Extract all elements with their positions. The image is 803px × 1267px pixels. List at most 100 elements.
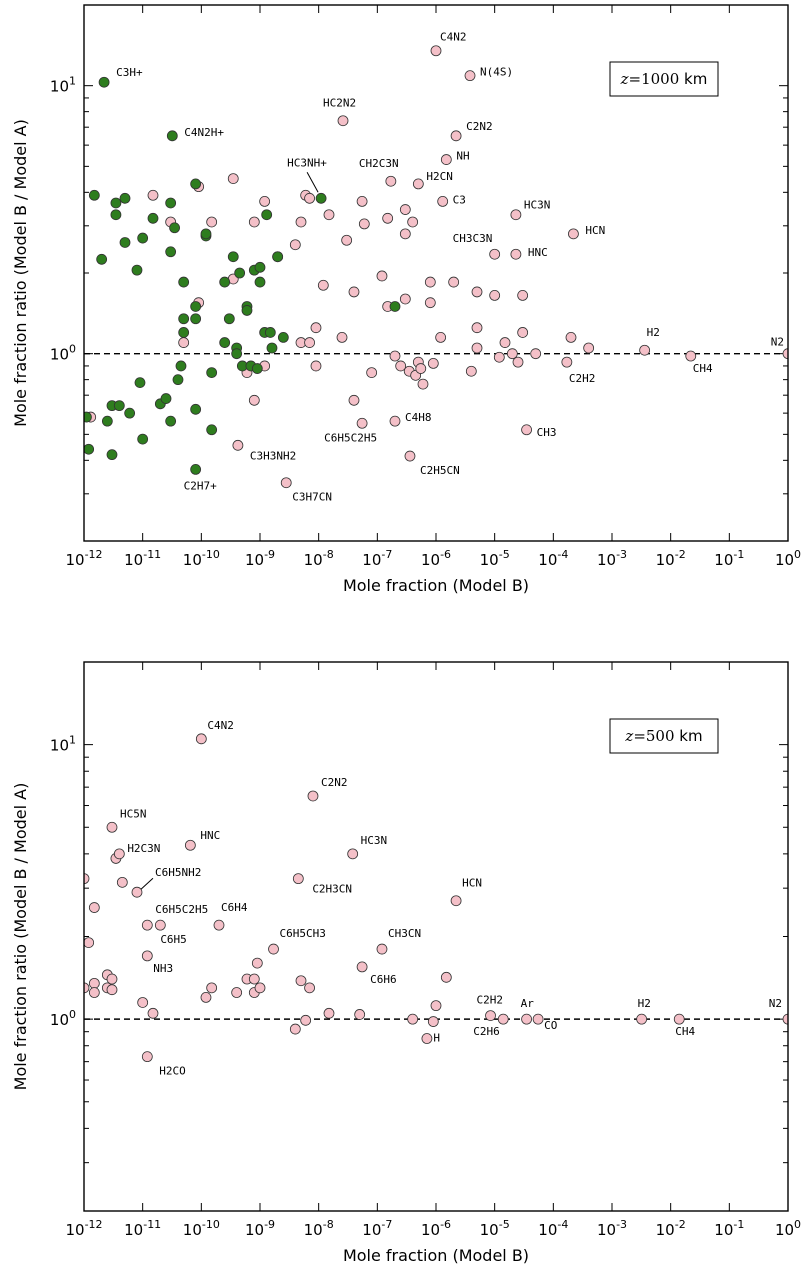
data-point <box>289 239 301 251</box>
data-point-labeled <box>385 175 397 187</box>
data-point <box>219 337 231 348</box>
data-point <box>84 443 95 455</box>
data-point-labeled <box>685 350 697 362</box>
data-point-labeled <box>673 1013 685 1025</box>
point-label: HC5N <box>120 807 147 820</box>
data-point <box>399 204 411 215</box>
data-point <box>310 360 322 372</box>
x-tick-label: 10-12 <box>65 548 102 569</box>
data-point <box>190 403 202 415</box>
data-point-labeled <box>356 417 368 429</box>
data-point <box>471 322 483 334</box>
x-tick-label: 10-9 <box>245 548 275 569</box>
data-point <box>137 433 149 445</box>
data-point <box>407 1013 419 1025</box>
data-point <box>259 195 271 207</box>
data-point <box>382 212 394 224</box>
point-label: C2H5CN <box>420 464 460 477</box>
data-point-labeled <box>268 943 279 955</box>
point-label: C4N2H+ <box>184 126 224 139</box>
data-point <box>84 937 95 949</box>
point-label: CH2C3N <box>359 157 399 170</box>
altitude-box <box>609 61 719 97</box>
point-label: C3H+ <box>116 66 143 79</box>
point-label: C2H3CN <box>312 883 352 896</box>
data-point <box>137 997 149 1008</box>
data-point-labeled <box>195 733 207 745</box>
data-point <box>254 261 266 273</box>
data-point <box>119 237 131 248</box>
data-point-labeled <box>561 356 573 368</box>
point-label: Ar <box>521 997 535 1010</box>
data-point-labeled <box>510 248 522 260</box>
data-point <box>172 374 184 386</box>
x-tick-label: 10-2 <box>656 548 686 569</box>
point-label: C6H5NH2 <box>155 866 201 879</box>
data-point <box>234 267 246 279</box>
data-point-labeled <box>389 415 401 427</box>
data-point <box>200 228 212 240</box>
data-point-labeled <box>437 195 449 207</box>
point-label: C3 <box>453 193 466 206</box>
data-point <box>289 1023 301 1035</box>
data-point <box>248 394 260 406</box>
data-point <box>465 365 477 377</box>
data-point-labeled <box>190 463 202 475</box>
data-point <box>430 1000 442 1012</box>
data-point-labeled <box>141 919 153 931</box>
point-label: CH4 <box>693 362 713 375</box>
data-point-labeled <box>154 919 166 931</box>
data-point <box>137 232 149 244</box>
point-label: C3H7CN <box>292 491 332 504</box>
point-label: N(4S) <box>480 66 513 79</box>
point-label: HCN <box>585 224 605 237</box>
x-tick-label: 10-11 <box>124 548 161 569</box>
data-point <box>96 253 108 265</box>
data-point-labeled <box>280 477 292 489</box>
x-tick-label: 10-8 <box>304 1218 334 1239</box>
data-point <box>227 251 239 263</box>
data-point <box>583 342 595 354</box>
x-tick-label: 10-8 <box>304 548 334 569</box>
x-tick-label: 100 <box>775 548 801 569</box>
point-label: C4N2 <box>440 31 467 44</box>
data-point <box>113 400 125 412</box>
data-point <box>323 209 335 221</box>
data-point <box>493 351 505 363</box>
point-label: C2H2 <box>477 994 504 1007</box>
data-point <box>295 216 307 228</box>
data-point-labeled <box>782 1013 788 1025</box>
data-point <box>317 279 329 291</box>
data-point-labeled <box>521 1013 532 1025</box>
x-tick-label: 10-1 <box>714 1218 744 1239</box>
data-point <box>84 873 90 885</box>
data-point-labeled <box>347 848 359 860</box>
data-point <box>169 222 180 234</box>
point-label: H2C3N <box>127 842 160 855</box>
y-tick-label: 101 <box>50 734 76 755</box>
altitude-box <box>609 718 719 754</box>
x-tick-label: 10-5 <box>480 1218 510 1239</box>
data-point <box>389 301 401 312</box>
point-label: C2H7+ <box>184 479 217 492</box>
data-point-labeled <box>166 130 178 142</box>
data-point-labeled <box>113 848 125 860</box>
point-label: C2N2 <box>321 776 348 789</box>
data-point <box>489 289 501 301</box>
data-point <box>341 234 353 246</box>
data-point <box>300 1014 312 1026</box>
points-group <box>84 45 788 489</box>
data-point <box>310 322 322 334</box>
point-label: C2N2 <box>466 120 493 133</box>
data-point <box>147 189 159 201</box>
points-group <box>84 733 788 1063</box>
data-point <box>165 246 177 258</box>
data-point <box>448 276 460 288</box>
data-point <box>119 192 131 204</box>
x-tick-label: 10-10 <box>183 548 220 569</box>
data-point-labeled <box>440 154 452 165</box>
data-point-labeled <box>427 1016 439 1027</box>
data-point-labeled <box>307 790 319 802</box>
data-point <box>424 276 436 288</box>
point-label: N2 <box>769 997 782 1010</box>
